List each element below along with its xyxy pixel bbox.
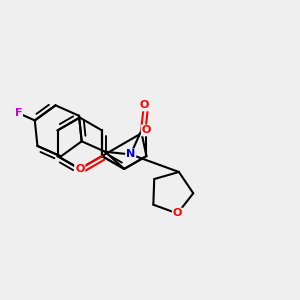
Text: F: F [15,108,22,118]
Text: N: N [126,149,135,159]
Text: O: O [139,100,148,110]
Text: O: O [142,125,151,135]
Text: O: O [173,208,182,218]
Text: O: O [75,164,84,174]
